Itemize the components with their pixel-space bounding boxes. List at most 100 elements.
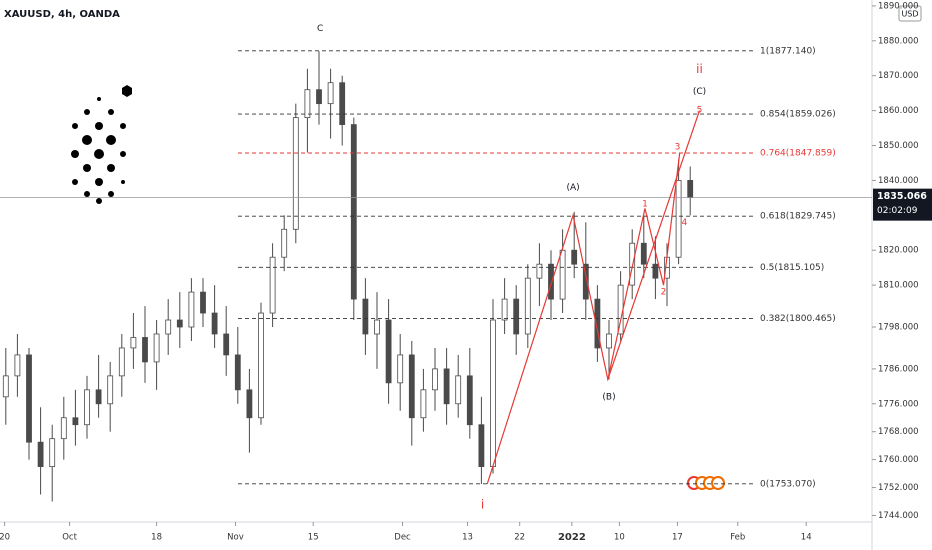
logo-dot [107,164,115,172]
candle-body [640,242,647,265]
x-tick-label: Nov [227,533,244,543]
logo-dot [97,97,101,101]
y-tick-label: 1752.000 [878,483,919,493]
y-tick-label: 1786.000 [878,364,919,374]
candle-body [362,298,369,335]
y-tick-label: 1880.000 [878,36,919,46]
candle-body [95,389,102,405]
logo-dot [84,109,90,115]
candles [2,51,694,502]
currency-box[interactable] [898,5,922,22]
candle-body [292,117,299,230]
candle-body [176,319,183,328]
candle-body [571,249,578,265]
candle-body [687,180,694,199]
event-icon[interactable] [711,476,725,490]
logo-dot [108,109,114,115]
y-tick-label: 1860.000 [878,106,919,116]
logo-dot [96,198,102,204]
candle-body [223,333,230,356]
y-tick-label: 1870.000 [878,71,919,81]
fib-label: 1(1877.140) [760,46,816,56]
logo-dot [120,151,126,157]
logo-dot [94,149,104,159]
candle-body [524,277,531,335]
candle-body [2,375,9,398]
wave-label: i [481,497,484,511]
logo-dot [72,179,78,185]
event-icons[interactable] [687,476,725,490]
logo-dot [95,122,103,130]
x-tick-label: 14 [801,533,812,543]
x-tick-label: 2022 [558,532,586,543]
candle-body [432,368,438,391]
currency: USD [901,10,918,19]
x-tick-label: 20 [0,533,10,543]
candle-body [188,291,195,328]
wave-label: (A) [566,183,579,193]
x-tick-label: 15 [308,533,319,543]
candle-body [478,424,485,468]
fib-label: 0(1753.070) [760,479,816,489]
logo-dot [82,135,92,145]
logo-dot [95,178,103,186]
candle-body [258,312,264,419]
y-tick-label: 1776.000 [878,399,919,409]
candle-body [327,82,334,105]
candle-body [165,319,172,335]
wave-label: 3 [675,142,681,152]
wave-line [607,152,681,380]
candle-body [466,375,473,426]
x-tick-label: 10 [614,533,625,543]
candle-body [606,333,612,349]
wave-label: 4 [682,218,688,228]
candle-body [234,354,241,391]
candle-body [200,291,206,314]
wave-label: 1 [642,200,648,210]
y-tick-label: 1850.000 [878,141,919,151]
last-price-label: 1835.066 [877,191,927,202]
candle-body [513,298,520,335]
y-tick-label: 1798.000 [878,323,919,333]
fib-label: 0.764(1847.859) [760,149,836,159]
logo-dot [84,191,90,197]
logo-dot [71,150,79,158]
x-tick-label: Feb [730,533,745,543]
candle-body [397,354,404,384]
logo-dot [72,123,78,129]
candle-body [420,389,427,419]
wave-label: ii [696,62,703,76]
candle-body [130,337,137,349]
y-tick-label: 1744.000 [878,511,919,521]
y-tick-label: 1768.000 [878,427,919,437]
candle-body [548,263,554,300]
candle-body [269,256,276,314]
candle-body [60,417,67,440]
candle-body [582,263,589,300]
candle-body [304,89,311,119]
logo [71,85,132,204]
x-tick-label: 22 [514,533,525,543]
candle-body [339,82,346,125]
fib-label: 0.854(1859.026) [760,110,836,120]
candle-body [84,389,90,426]
candle-body [629,242,636,286]
fib-label: 0.5(1815.105) [760,263,824,273]
y-tick-label: 1820.000 [878,246,919,256]
candle-body [594,298,601,349]
last-price-badge [873,188,932,221]
candle-body [246,389,253,419]
x-tick-label: 13 [462,533,473,543]
x-tick-label: Dec [394,533,411,543]
candle-body [455,375,462,405]
fib-label: 0.618(1829.745) [760,212,836,222]
y-tick-label: 1890.000 [878,1,919,11]
candle-body [153,333,160,363]
candle-body [107,375,114,405]
countdown: 02:02:09 [877,206,918,216]
symbol-title: XAUUSD, 4h, OANDA [4,9,120,20]
wave-label: 5 [697,105,703,115]
wave-label: C [317,24,323,34]
candle-body [490,319,496,468]
